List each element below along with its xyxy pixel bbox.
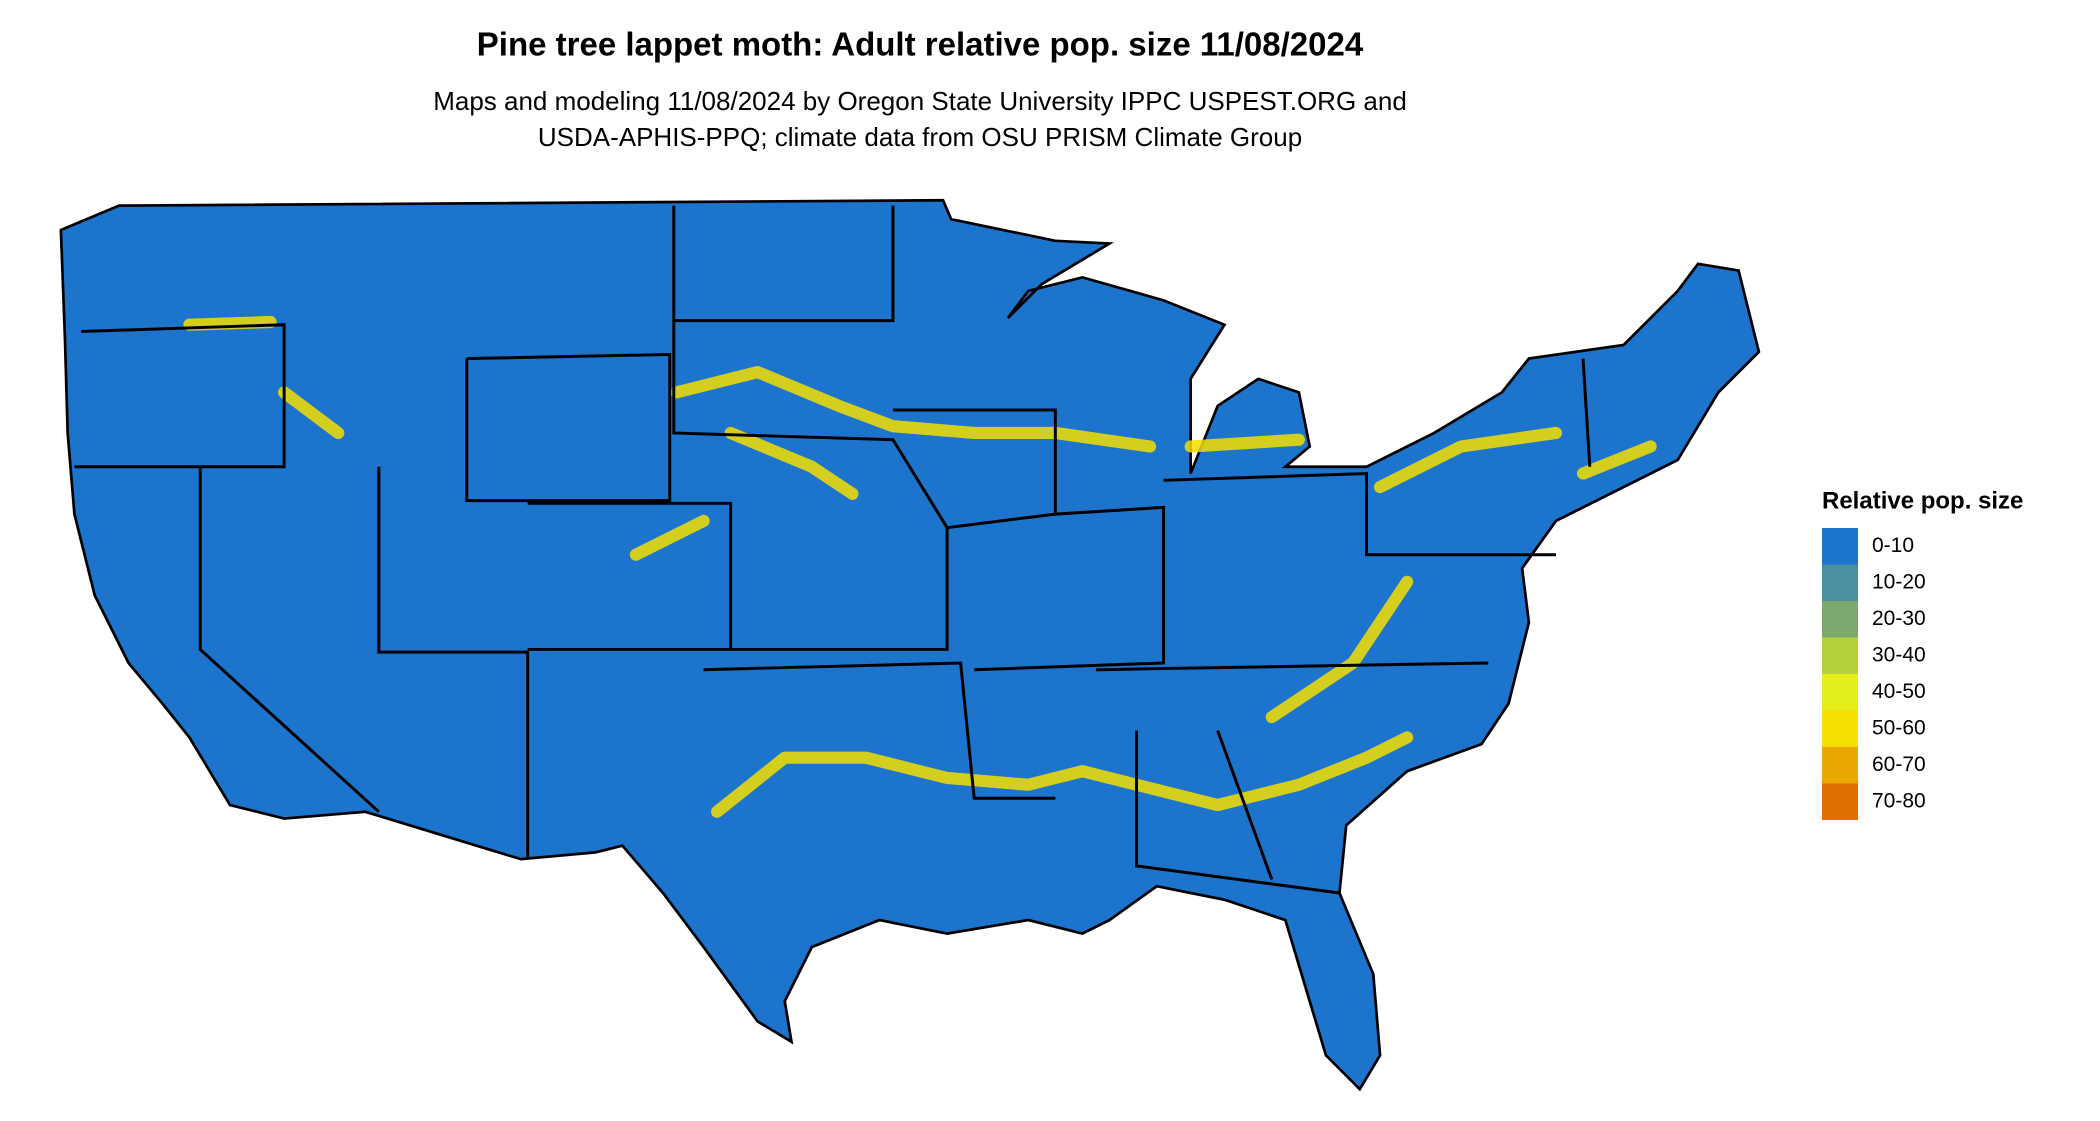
legend-swatch [1822, 637, 1858, 674]
band [1373, 426, 1563, 494]
legend-swatch [1822, 528, 1858, 565]
legend: 0-10 10-20 20-30 30-40 40-50 50-60 60-70 70-80 [1822, 528, 1926, 820]
legend-label: 30-40 [1872, 643, 1926, 666]
border [703, 661, 1056, 800]
border [1581, 358, 1592, 467]
border [1095, 661, 1489, 672]
band [629, 514, 710, 561]
band [183, 315, 277, 331]
legend-swatch [1822, 710, 1858, 747]
border [198, 466, 380, 813]
border [672, 205, 949, 651]
band [1576, 440, 1657, 480]
border [377, 466, 530, 860]
legend-label: 0-10 [1872, 534, 1914, 557]
band [1265, 575, 1414, 724]
band [1184, 433, 1305, 453]
border [1163, 472, 1556, 557]
band [711, 731, 1414, 818]
us-outline [59, 198, 1761, 1092]
border [527, 501, 733, 651]
legend-label: 10-20 [1872, 570, 1926, 593]
us-map [59, 198, 1761, 1092]
band [278, 386, 345, 440]
legend-title: Relative pop. size [1822, 487, 2023, 514]
legend-swatch [1822, 601, 1858, 638]
border [974, 505, 1166, 672]
legend-label: 40-50 [1872, 680, 1926, 703]
legend-swatch [1822, 564, 1858, 601]
border [673, 205, 895, 323]
border [74, 323, 286, 469]
legend-swatch [1822, 674, 1858, 711]
border [465, 352, 672, 503]
legend-label: 20-30 [1872, 607, 1926, 630]
title: Pine tree lappet moth: Adult relative po… [477, 26, 1364, 63]
legend-swatch [1822, 783, 1858, 820]
legend-label: 50-60 [1872, 716, 1926, 739]
legend-label: 70-80 [1872, 789, 1926, 812]
state-borders [74, 205, 1592, 895]
subtitle: USDA-APHIS-PPQ; climate data from OSU PR… [538, 122, 1302, 152]
border [892, 408, 1057, 530]
border [1135, 730, 1340, 895]
band [724, 426, 859, 500]
legend-swatch [1822, 747, 1858, 784]
subtitle: Maps and modeling 11/08/2024 by Oregon S… [433, 86, 1407, 116]
legend-label: 60-70 [1872, 753, 1926, 776]
border [1216, 730, 1274, 880]
